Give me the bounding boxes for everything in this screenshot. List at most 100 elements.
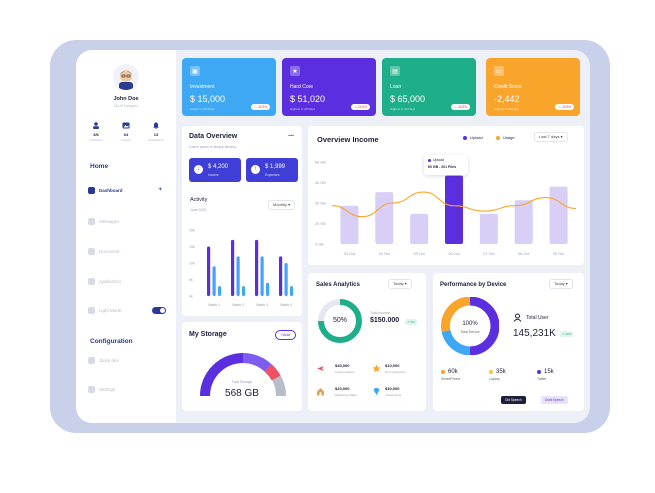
income-x-tick: 04 Oct: [379, 252, 391, 256]
stat-images[interactable]: 64 Images: [114, 122, 138, 142]
light-mode-toggle[interactable]: [152, 306, 166, 314]
sales-analytics-title: Sales Analytics: [316, 282, 360, 288]
device-donut: [441, 297, 499, 355]
kpi-credit-score[interactable]: ▭ Credit Score -2,442 Highest in 30 Days…: [486, 58, 580, 116]
income-bar: [549, 186, 568, 244]
activity-bar: [266, 282, 270, 296]
storage-value: 568 GB: [225, 388, 259, 399]
kpi-badge: ↘ 24.5%: [251, 104, 270, 110]
income-bar: [479, 213, 498, 244]
income-y-tick: 40 GB: [315, 181, 326, 185]
dashboard-app: John Doe UI/UX Designer 3/6 Followers 64…: [76, 50, 590, 423]
sidebar-item-settings[interactable]: Settings: [88, 383, 166, 395]
sidebar-item-light-mode[interactable]: Light Mode: [88, 304, 166, 316]
arrow-down-icon: ↓: [194, 165, 203, 174]
sales-item-doc-investment: $10,000 Doc investment: [372, 363, 406, 374]
stat-notifications[interactable]: 13 Notifications: [144, 122, 168, 142]
total-user-label: Total User: [526, 315, 549, 321]
activity-title: Activity: [190, 197, 208, 203]
data-overview-card: Data Overview ... Lorem ipsum is simply …: [182, 126, 302, 316]
add-storage-button[interactable]: +Add: [274, 330, 296, 340]
income-bar: [375, 192, 394, 244]
income-x-tick: 07 Oct: [483, 252, 495, 256]
bell-icon: [153, 122, 159, 129]
avatar[interactable]: [113, 64, 139, 90]
activity-bar: [279, 256, 283, 296]
credit-card-icon: ▭: [494, 66, 504, 76]
income-y-tick: 20 GB: [315, 222, 326, 226]
income-x-tick: 09 Oct: [553, 252, 565, 256]
overview-income-chart: 60 GB 40 GB 30 GB 20 GB 0 GB 03 Oct 04 Oct 05 O…: [315, 161, 577, 256]
sidebar-item-application[interactable]: Application: [88, 275, 166, 287]
expenses-button[interactable]: ↑ $ 1,999 Expenses: [246, 158, 298, 182]
sales-total-value: $150.000: [370, 317, 400, 324]
activity-y-tick: 10k: [189, 262, 195, 266]
kpi-badge: ↘ 24.5%: [451, 104, 470, 110]
configuration-title: Configuration: [90, 338, 133, 345]
storage-label: Total Storage: [231, 380, 253, 384]
document-icon: [88, 247, 95, 255]
user-role: UI/UX Designer: [113, 104, 139, 108]
arrow-up-icon: ↑: [251, 165, 260, 174]
sidebar-item-dashboard[interactable]: Dashboard +: [88, 184, 166, 196]
stat-followers[interactable]: 3/6 Followers: [84, 122, 108, 142]
sidebar-item-document[interactable]: Document: [88, 245, 166, 257]
sales-range-select[interactable]: Today ▾: [388, 279, 412, 289]
data-overview-title: Data Overview: [189, 133, 238, 140]
activity-bar: [284, 263, 288, 296]
activity-x-tick: Week 3: [256, 303, 268, 307]
star-icon: [372, 364, 381, 373]
plane-icon: [317, 366, 324, 371]
activity-bar: [236, 256, 240, 296]
old-speech-button[interactable]: Old Speech: [501, 396, 526, 404]
activity-x-tick: Week 4: [280, 303, 292, 307]
sidebar-item-messages[interactable]: Messages: [88, 215, 166, 227]
legend-usage-dot: [496, 135, 500, 140]
activity-date: June 2021: [190, 208, 207, 212]
stack-icon: [88, 356, 95, 364]
performance-range-select[interactable]: Today ▾: [549, 279, 573, 289]
income-button[interactable]: ↓ $ 4,200 Income: [189, 158, 241, 182]
sales-analytics-card: Sales Analytics Today ▾ 50% Total Income…: [308, 273, 426, 411]
legend-upload: Upload: [463, 135, 483, 140]
income-bar: [410, 213, 429, 244]
income-bar: [514, 200, 533, 244]
performance-card: Performance by Device Today ▾ 100% Total…: [433, 273, 584, 411]
legend-usage: Usage: [496, 135, 515, 140]
sidebar: John Doe UI/UX Designer 3/6 Followers 64…: [76, 50, 176, 423]
activity-bar: [290, 286, 294, 296]
activity-y-tick: 20k: [189, 229, 195, 233]
total-user-value: 145,231K: [513, 328, 556, 339]
user-icon: [513, 313, 522, 322]
sidebar-item-stack-dev[interactable]: Stack dev: [88, 354, 166, 366]
kpi-hard-core[interactable]: ★ Hard Core $ 51,020 Highest in 30 Days …: [282, 58, 376, 116]
plus-icon: +: [158, 187, 162, 193]
smartphone-dot: [441, 370, 445, 374]
star-icon: ★: [290, 66, 300, 76]
income-y-tick: 60 GB: [315, 161, 326, 165]
overview-income-card: Overview Income Upload Usage Last 7 days…: [308, 126, 584, 265]
tablet-dot: [537, 370, 541, 374]
kpi-loan[interactable]: ▤ Loan $ 65,000 Highest in 30 Days ↘ 24.…: [382, 58, 476, 116]
kpi-investment[interactable]: ▣ Investment $ 15,000 Lowest in 30 Days …: [182, 58, 276, 116]
diamond-icon: [373, 388, 380, 395]
activity-range-select[interactable]: Monthly ▾: [268, 200, 296, 210]
income-bar: [340, 205, 359, 244]
activity-bar: [212, 266, 216, 296]
income-x-tick: 05 Oct: [414, 252, 426, 256]
usage-line: [331, 191, 577, 218]
laptop-dot: [489, 370, 493, 374]
more-icon[interactable]: ...: [288, 131, 294, 138]
activity-bar: [242, 286, 246, 296]
device-smartphone: 60k SmartPhone: [441, 369, 461, 381]
draft-speech-button[interactable]: Draft Speech: [541, 396, 568, 404]
activity-bar: [207, 246, 211, 296]
my-storage-title: My Storage: [189, 331, 227, 338]
activity-y-tick: 0k: [189, 295, 193, 299]
income-range-select[interactable]: Last 7 days ▾: [534, 132, 568, 142]
kpi-badge: ↘ 24.5%: [555, 104, 574, 110]
income-x-tick: 08 Oct: [518, 252, 530, 256]
total-user-badge: ↗ 12%: [560, 331, 574, 337]
message-icon: [88, 217, 95, 225]
data-overview-subtitle: Lorem ipsum is simply dummy: [189, 145, 237, 149]
